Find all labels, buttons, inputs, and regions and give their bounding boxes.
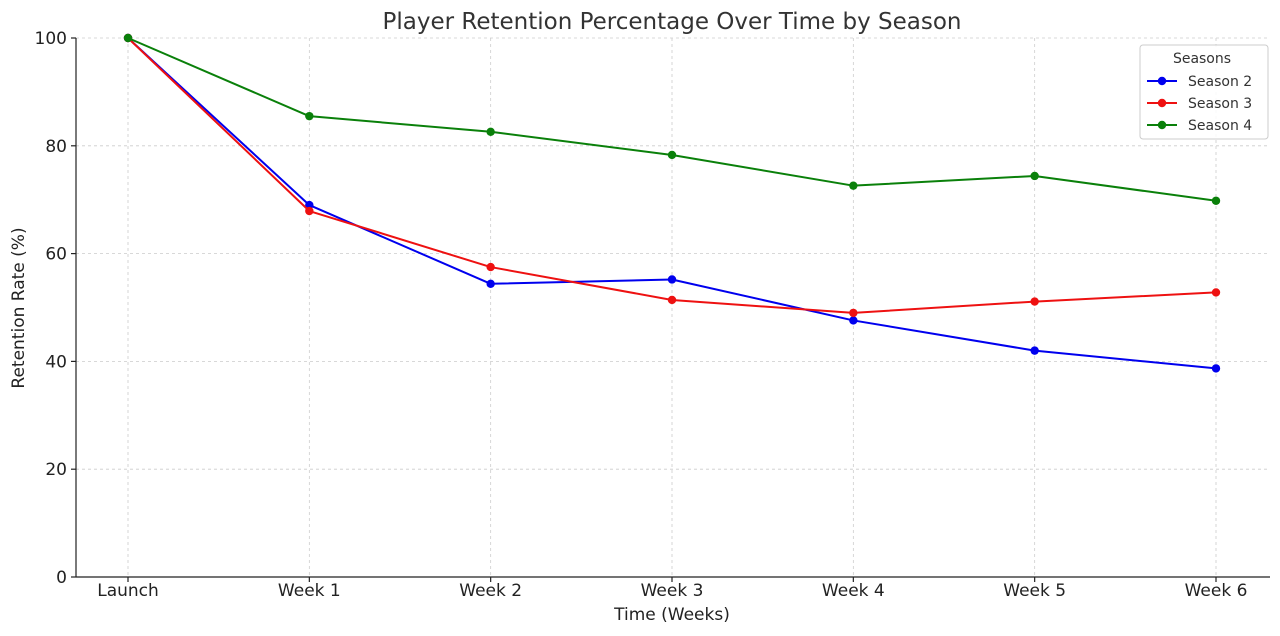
chart-title: Player Retention Percentage Over Time by… (382, 9, 961, 35)
data-point (667, 275, 677, 284)
legend-title: Seasons (1173, 51, 1231, 67)
data-point (486, 127, 495, 136)
legend-entry-label: Season 4 (1188, 118, 1252, 134)
data-point (849, 316, 858, 325)
y-tick-label: 60 (45, 245, 67, 265)
grid (76, 37, 1270, 578)
data-point (667, 150, 677, 160)
y-tick-label: 80 (45, 137, 67, 157)
y-tick-label: 100 (35, 29, 67, 49)
axes (75, 38, 1270, 578)
series-season-4 (123, 33, 1221, 205)
legend: Seasons Season 2 Season 3 Season 4 (1139, 44, 1269, 140)
data-point (849, 181, 858, 190)
x-tick-label: Week 1 (278, 581, 341, 601)
data-point (486, 262, 495, 272)
data-point (667, 295, 677, 305)
legend-box (1139, 44, 1269, 140)
legend-swatch-marker (1157, 76, 1167, 86)
x-axis-label: Time (Weeks) (613, 605, 730, 625)
y-tick-label: 20 (45, 460, 67, 480)
data-point (849, 308, 858, 318)
y-axis-label: Retention Rate (%) (9, 227, 29, 388)
legend-swatch-marker (1157, 98, 1167, 108)
x-tick-label: Week 3 (641, 581, 704, 601)
data-point (1030, 346, 1039, 355)
data-point (1211, 364, 1221, 373)
legend-entry-label: Season 2 (1188, 74, 1252, 90)
legend-swatch-marker (1157, 120, 1167, 130)
x-tick-label: Week 6 (1185, 581, 1248, 601)
series (123, 33, 1221, 373)
data-point (1030, 171, 1039, 181)
data-point (305, 111, 314, 121)
tick-labels: 0 20 40 60 80 100 Launch Week 1 Week 2 Week 3 Week… (35, 29, 1248, 601)
data-point (305, 206, 314, 216)
legend-entry-label: Season 3 (1188, 96, 1252, 112)
x-tick-label: Launch (97, 581, 159, 601)
y-tick-label: 0 (56, 568, 67, 588)
y-tick-label: 40 (45, 352, 67, 372)
data-point (1211, 196, 1221, 205)
data-point (123, 33, 133, 43)
data-point (305, 200, 314, 210)
data-point (1030, 297, 1039, 306)
x-tick-label: Week 2 (459, 581, 522, 601)
x-tick-label: Week 5 (1003, 581, 1066, 601)
data-point (1211, 288, 1221, 297)
series-season-2 (123, 33, 1221, 373)
data-point (486, 279, 495, 288)
x-tick-label: Week 4 (822, 581, 885, 601)
series-line (127, 37, 1217, 314)
